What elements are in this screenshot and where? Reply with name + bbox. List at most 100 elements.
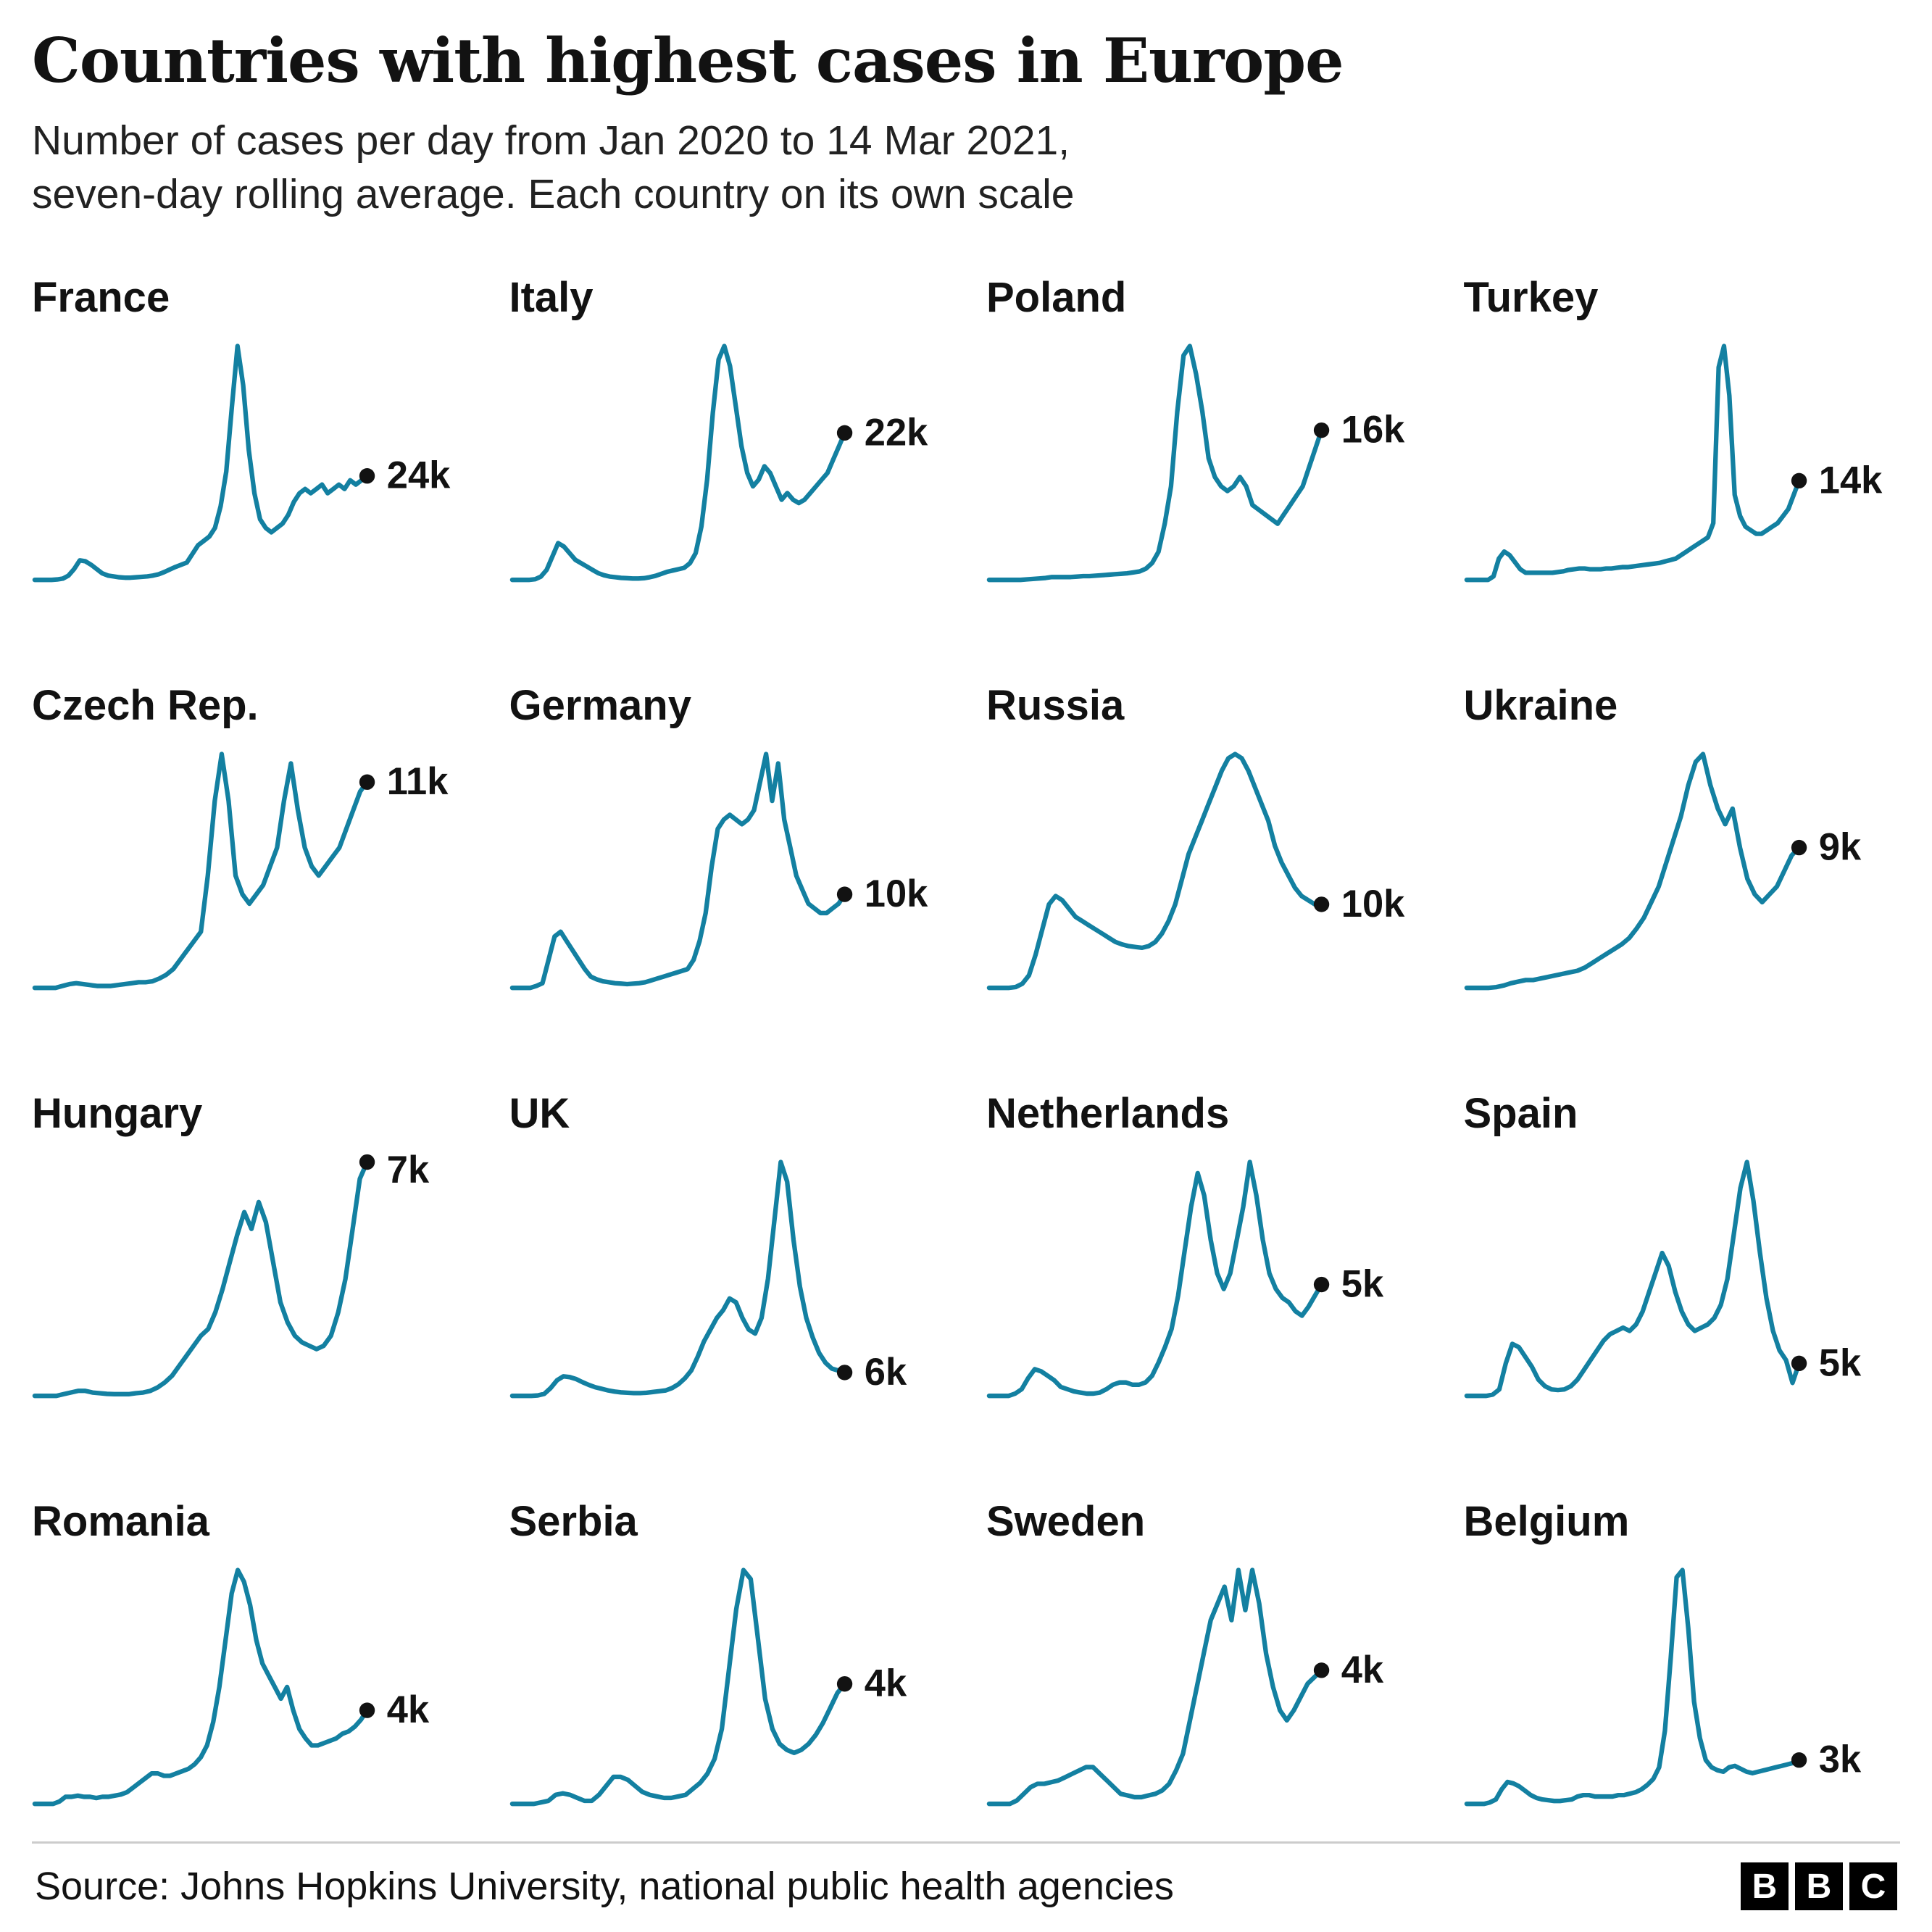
- case-trend-line: [1464, 343, 1802, 583]
- chart-cell-netherlands: Netherlands 5k: [986, 1089, 1423, 1404]
- chart-cell-germany: Germany 10k: [509, 681, 946, 996]
- sparkline: 11k: [32, 751, 449, 991]
- country-label: France: [32, 274, 170, 322]
- case-trend-line: [32, 1159, 370, 1399]
- country-label: Belgium: [1463, 1497, 1630, 1545]
- chart-cell-serbia: Serbia 4k: [509, 1497, 946, 1812]
- country-label: Ukraine: [1463, 682, 1618, 730]
- end-value-label: 24k: [387, 455, 451, 497]
- chart-cell-uk: UK 6k: [509, 1089, 946, 1404]
- sparkline: 16k: [986, 343, 1405, 583]
- case-trend-line: [1464, 1159, 1802, 1399]
- sparkline: 4k: [986, 1567, 1384, 1806]
- country-label: Spain: [1463, 1089, 1578, 1137]
- end-value-label: 10k: [864, 873, 928, 915]
- sparkline: 22k: [509, 343, 928, 583]
- case-trend-line: [986, 1567, 1324, 1806]
- country-label: Czech Rep.: [32, 682, 259, 730]
- country-label: Germany: [509, 682, 691, 730]
- country-label: Serbia: [509, 1497, 638, 1545]
- bbc-logo-letter: B: [1795, 1862, 1843, 1910]
- chart-cell-belgium: Belgium 3k: [1464, 1497, 1901, 1812]
- sparkline: 4k: [32, 1567, 430, 1806]
- end-value-label: 14k: [1818, 460, 1882, 502]
- country-label: Romania: [32, 1497, 209, 1545]
- end-value-label: 9k: [1818, 827, 1861, 869]
- chart-cell-romania: Romania 4k: [32, 1497, 469, 1812]
- end-dot: [836, 1675, 852, 1692]
- sparkline: 9k: [1464, 751, 1861, 991]
- end-dot: [1313, 1276, 1330, 1293]
- country-label: UK: [509, 1089, 570, 1137]
- country-label: Poland: [986, 274, 1127, 322]
- end-value-label: 4k: [387, 1689, 430, 1731]
- sparkline: 6k: [509, 1159, 907, 1399]
- sparkline: 5k: [1464, 1159, 1861, 1399]
- chart-cell-hungary: Hungary 7k: [32, 1089, 469, 1404]
- chart-subtitle: Number of cases per day from Jan 2020 to…: [32, 117, 1075, 218]
- end-dot: [1313, 422, 1330, 438]
- end-value-label: 10k: [1341, 883, 1405, 925]
- sparkline: 3k: [1464, 1567, 1861, 1806]
- charts-grid: France 24k Italy 22k Poland 16k Turkey 14k Czech…: [32, 273, 1900, 1812]
- sparkline: 5k: [986, 1159, 1384, 1399]
- end-value-label: 16k: [1341, 409, 1405, 451]
- end-value-label: 4k: [1341, 1649, 1384, 1691]
- case-trend-line: [1464, 1567, 1802, 1806]
- country-label: Italy: [509, 274, 594, 322]
- bbc-logo-letter: C: [1849, 1862, 1897, 1910]
- end-value-label: 3k: [1818, 1739, 1861, 1781]
- end-dot: [1791, 472, 1807, 489]
- chart-cell-sweden: Sweden 4k: [986, 1497, 1423, 1812]
- case-trend-line: [509, 751, 847, 991]
- sparkline: 7k: [32, 1149, 430, 1399]
- chart-cell-russia: Russia 10k: [986, 681, 1423, 996]
- case-trend-line: [1464, 751, 1802, 991]
- country-label: Turkey: [1463, 274, 1599, 322]
- case-trend-line: [986, 1159, 1324, 1399]
- sparkline: 10k: [986, 751, 1405, 991]
- end-dot: [1791, 1752, 1807, 1768]
- country-label: Russia: [986, 682, 1125, 730]
- chart-cell-turkey: Turkey 14k: [1464, 273, 1901, 588]
- chart-title: Countries with highest cases in Europe: [32, 25, 1344, 96]
- chart-cell-france: France 24k: [32, 273, 469, 588]
- case-trend-line: [32, 1567, 370, 1806]
- source-text: Source: Johns Hopkins University, nation…: [35, 1865, 1174, 1908]
- footer: Source: Johns Hopkins University, nation…: [32, 1841, 1900, 1932]
- end-dot: [836, 1365, 852, 1381]
- end-dot: [359, 468, 375, 484]
- chart-cell-czech-rep: Czech Rep. 11k: [32, 681, 469, 996]
- case-trend-line: [509, 1567, 847, 1806]
- case-trend-line: [32, 343, 370, 583]
- end-value-label: 7k: [387, 1149, 430, 1191]
- end-dot: [1791, 839, 1807, 856]
- case-trend-line: [509, 1159, 847, 1399]
- bbc-logo-letter: B: [1741, 1862, 1789, 1910]
- country-label: Hungary: [32, 1089, 203, 1137]
- sparkline: 10k: [509, 751, 928, 991]
- end-dot: [359, 774, 375, 790]
- end-dot: [359, 1702, 375, 1718]
- end-dot: [836, 886, 852, 902]
- sparkline: 24k: [32, 343, 451, 583]
- end-value-label: 6k: [864, 1352, 907, 1394]
- end-dot: [359, 1154, 375, 1170]
- sparkline: 4k: [509, 1567, 907, 1806]
- chart-cell-spain: Spain 5k: [1464, 1089, 1901, 1404]
- case-trend-line: [986, 751, 1324, 991]
- end-dot: [1313, 1662, 1330, 1678]
- bbc-logo: B B C: [1741, 1862, 1897, 1910]
- end-value-label: 5k: [1818, 1342, 1861, 1384]
- chart-cell-poland: Poland 16k: [986, 273, 1423, 588]
- chart-cell-italy: Italy 22k: [509, 273, 946, 588]
- end-value-label: 11k: [387, 761, 449, 803]
- case-trend-line: [32, 751, 370, 991]
- end-value-label: 5k: [1341, 1263, 1384, 1305]
- end-value-label: 22k: [864, 412, 928, 454]
- chart-cell-ukraine: Ukraine 9k: [1464, 681, 1901, 996]
- case-trend-line: [986, 343, 1324, 583]
- end-dot: [1791, 1355, 1807, 1371]
- sparkline: 14k: [1464, 343, 1883, 583]
- end-dot: [1313, 896, 1330, 912]
